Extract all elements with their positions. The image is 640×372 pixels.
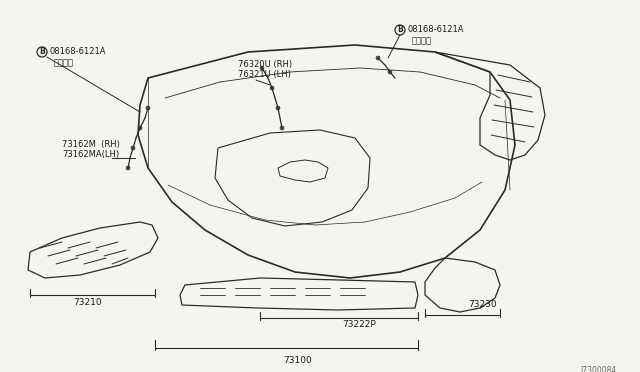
Circle shape [388,70,392,74]
Text: B: B [39,48,45,57]
Text: 08168-6121A: 08168-6121A [49,47,106,56]
Circle shape [276,106,280,110]
Circle shape [260,66,264,70]
Text: 73100: 73100 [284,356,312,365]
Circle shape [146,106,150,110]
Text: 76320U (RH): 76320U (RH) [238,60,292,69]
Circle shape [138,126,142,130]
Text: B: B [397,26,403,35]
Text: （１１）: （１１） [54,58,74,67]
Text: 76321U (LH): 76321U (LH) [238,70,291,79]
Text: 73230: 73230 [468,300,497,309]
Text: 73210: 73210 [74,298,102,307]
Text: J7300084: J7300084 [580,366,616,372]
Circle shape [126,166,130,170]
Circle shape [270,86,274,90]
Circle shape [131,146,135,150]
Text: （１１）: （１１） [412,36,432,45]
Circle shape [280,126,284,130]
Circle shape [376,56,380,60]
Text: 73162MA(LH): 73162MA(LH) [62,150,119,159]
Text: 08168-6121A: 08168-6121A [407,25,463,34]
Text: 73222P: 73222P [342,320,376,329]
Text: 73162M  (RH): 73162M (RH) [62,140,120,149]
